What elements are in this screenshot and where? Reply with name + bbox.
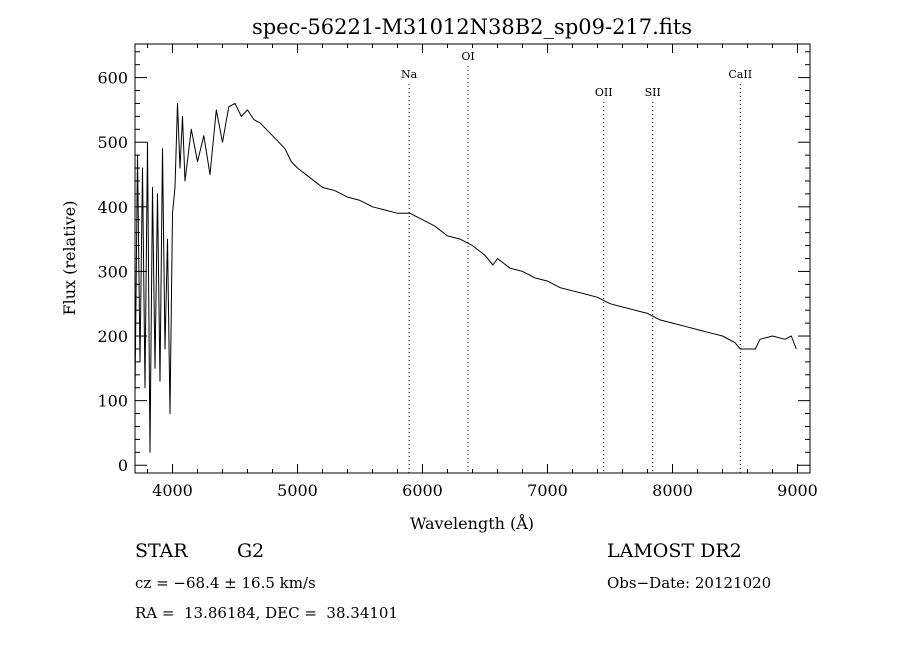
spectral-line-markers: Na OI OII SII CaII	[401, 50, 752, 473]
plot-frame	[134, 43, 811, 474]
coordinates: RA = 13.86184, DEC = 38.34101	[135, 604, 399, 622]
object-type: STAR	[135, 540, 188, 562]
line-marker-label: Na	[401, 68, 418, 81]
y-tick-label: 200	[97, 327, 128, 346]
y-axis-label: Flux (relative)	[60, 201, 79, 316]
spectrum-line	[134, 102, 797, 453]
obs-date: Obs−Date: 20121020	[607, 574, 772, 592]
x-tick-label: 8000	[652, 481, 693, 500]
series-layer	[134, 102, 797, 453]
line-marker-label: OII	[595, 86, 613, 99]
y-tick-label: 0	[118, 456, 128, 475]
axis-tick-labels: 4000 5000 6000 7000 8000 9000 0 100 200 300 400 500…	[97, 69, 817, 500]
y-tick-label: 300	[97, 262, 128, 281]
y-tick-label: 500	[97, 133, 128, 152]
x-tick-label: 7000	[527, 481, 568, 500]
chart-title: spec-56221-M31012N38B2_sp09-217.fits	[252, 15, 692, 39]
subclass: G2	[237, 540, 265, 562]
x-tick-label: 6000	[402, 481, 443, 500]
x-tick-label: 9000	[777, 481, 818, 500]
y-tick-label: 100	[97, 392, 128, 411]
y-tick-label: 400	[97, 198, 128, 217]
line-marker-label: CaII	[728, 68, 752, 81]
x-tick-label: 4000	[152, 481, 193, 500]
x-axis-label: Wavelength (Å)	[410, 513, 534, 533]
velocity-readout: cz = −68.4 ± 16.5 km/s	[135, 574, 316, 592]
survey-name: LAMOST DR2	[607, 540, 742, 562]
x-tick-label: 5000	[277, 481, 318, 500]
line-marker-label: SII	[645, 86, 661, 99]
line-marker-label: OI	[461, 50, 474, 63]
y-tick-label: 600	[97, 69, 128, 88]
axis-ticks	[135, 44, 810, 473]
